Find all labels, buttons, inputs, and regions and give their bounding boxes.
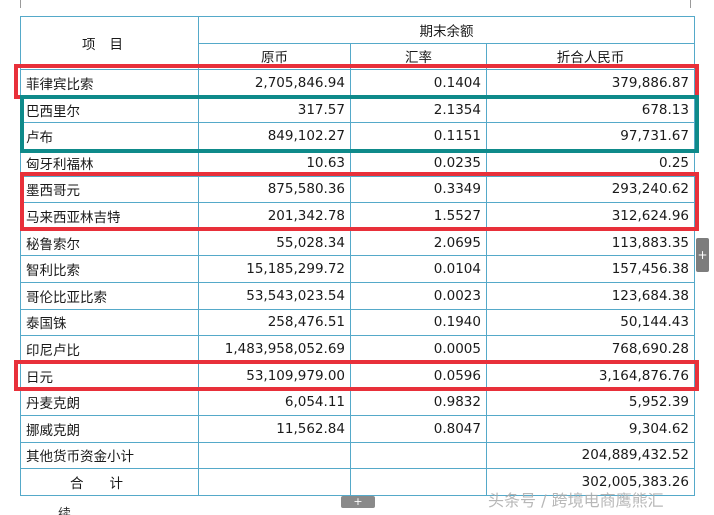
table-row: 巴西里尔 317.57 2.1354 678.13 bbox=[20, 95, 695, 124]
original-amount: 11,562.84 bbox=[198, 414, 351, 443]
header-original-currency: 原币 bbox=[198, 42, 351, 71]
header-period-end-balance: 期末余额 bbox=[198, 16, 695, 44]
rmb-amount: 0.25 bbox=[486, 148, 695, 177]
currency-name: 卢布 bbox=[20, 122, 199, 150]
rmb-amount: 3,164,876.76 bbox=[486, 361, 695, 390]
rmb-amount: 768,690.28 bbox=[486, 335, 695, 363]
currency-name: 墨西哥元 bbox=[20, 175, 199, 204]
currency-name: 泰国铢 bbox=[20, 308, 199, 337]
currency-name: 巴西里尔 bbox=[20, 95, 199, 124]
rmb-amount: 9,304.62 bbox=[486, 414, 695, 443]
header-exchange-rate: 汇率 bbox=[350, 42, 487, 71]
currency-name: 菲律宾比索 bbox=[20, 69, 199, 97]
exchange-rate: 0.0235 bbox=[350, 148, 487, 177]
original-amount: 258,476.51 bbox=[198, 308, 351, 337]
table-row: 泰国铢 258,476.51 0.1940 50,144.43 bbox=[20, 308, 695, 337]
total-rate-empty bbox=[350, 468, 487, 496]
side-expand-handle[interactable]: + bbox=[696, 238, 709, 272]
table-row: 马来西亚林吉特 201,342.78 1.5527 312,624.96 bbox=[20, 202, 695, 230]
original-amount: 201,342.78 bbox=[198, 202, 351, 230]
table-row: 秘鲁索尔 55,028.34 2.0695 113,883.35 bbox=[20, 228, 695, 257]
currency-name: 丹麦克朗 bbox=[20, 388, 199, 416]
exchange-rate: 0.0596 bbox=[350, 361, 487, 390]
rmb-amount: 204,889,432.52 bbox=[486, 441, 695, 470]
currency-name: 哥伦比亚比索 bbox=[20, 281, 199, 310]
rmb-amount: 312,624.96 bbox=[486, 202, 695, 230]
total-original-empty bbox=[198, 468, 351, 496]
currency-name: 秘鲁索尔 bbox=[20, 228, 199, 257]
rmb-amount: 379,886.87 bbox=[486, 69, 695, 97]
rmb-amount: 97,731.67 bbox=[486, 122, 695, 150]
original-amount: 317.57 bbox=[198, 95, 351, 124]
currency-name: 挪威克朗 bbox=[20, 414, 199, 443]
exchange-rate: 0.1404 bbox=[350, 69, 487, 97]
total-label: 合计 bbox=[20, 468, 199, 496]
currency-name: 马来西亚林吉特 bbox=[20, 202, 199, 230]
original-amount: 55,028.34 bbox=[198, 228, 351, 257]
table-row: 挪威克朗 11,562.84 0.8047 9,304.62 bbox=[20, 414, 695, 443]
original-amount: 53,543,023.54 bbox=[198, 281, 351, 310]
exchange-rate: 0.1940 bbox=[350, 308, 487, 337]
original-amount: 875,580.36 bbox=[198, 175, 351, 204]
original-amount: 849,102.27 bbox=[198, 122, 351, 150]
table-row: 日元 53,109,979.00 0.0596 3,164,876.76 bbox=[20, 361, 695, 390]
exchange-rate: 2.1354 bbox=[350, 95, 487, 124]
rmb-amount: 113,883.35 bbox=[486, 228, 695, 257]
watermark: 头条号 / 跨境电商鹰熊汇 bbox=[488, 491, 664, 510]
currency-name: 智利比索 bbox=[20, 255, 199, 283]
original-amount: 2,705,846.94 bbox=[198, 69, 351, 97]
table-row: 墨西哥元 875,580.36 0.3349 293,240.62 bbox=[20, 175, 695, 204]
exchange-rate: 0.9832 bbox=[350, 388, 487, 416]
original-amount bbox=[198, 441, 351, 470]
original-amount: 6,054.11 bbox=[198, 388, 351, 416]
rmb-amount: 5,952.39 bbox=[486, 388, 695, 416]
page-edge-left bbox=[20, 0, 21, 8]
table-row: 丹麦克朗 6,054.11 0.9832 5,952.39 bbox=[20, 388, 695, 416]
table-row: 哥伦比亚比索 53,543,023.54 0.0023 123,684.38 bbox=[20, 281, 695, 310]
currency-name: 印尼卢比 bbox=[20, 335, 199, 363]
exchange-rate bbox=[350, 441, 487, 470]
rmb-amount: 293,240.62 bbox=[486, 175, 695, 204]
header-rmb-equivalent: 折合人民币 bbox=[486, 42, 695, 71]
rmb-amount: 123,684.38 bbox=[486, 281, 695, 310]
header-row-group: 项目 期末余额 bbox=[20, 15, 695, 71]
continued-text-fragment: 续 bbox=[58, 507, 72, 515]
total-row: 合计 302,005,383.26 bbox=[20, 468, 695, 496]
table-row: 匈牙利福林 10.63 0.0235 0.25 bbox=[20, 148, 695, 177]
exchange-rate: 2.0695 bbox=[350, 228, 487, 257]
original-amount: 10.63 bbox=[198, 148, 351, 177]
exchange-rate: 0.3349 bbox=[350, 175, 487, 204]
bottom-expand-handle[interactable]: + bbox=[341, 496, 375, 508]
exchange-rate: 0.1151 bbox=[350, 122, 487, 150]
rmb-amount: 678.13 bbox=[486, 95, 695, 124]
rmb-amount: 157,456.38 bbox=[486, 255, 695, 283]
rmb-amount: 50,144.43 bbox=[486, 308, 695, 337]
header-item: 项目 bbox=[20, 15, 199, 71]
currency-name: 其他货币资金小计 bbox=[20, 441, 199, 470]
exchange-rate: 0.0005 bbox=[350, 335, 487, 363]
original-amount: 1,483,958,052.69 bbox=[198, 335, 351, 363]
exchange-rate: 0.8047 bbox=[350, 414, 487, 443]
exchange-rate: 0.0023 bbox=[350, 281, 487, 310]
table-row: 智利比索 15,185,299.72 0.0104 157,456.38 bbox=[20, 255, 695, 283]
foreign-currency-table: 项目 期末余额 原币 汇率 折合人民币 菲律宾比索 2,705,846.94 0.1… bbox=[20, 15, 695, 496]
currency-name: 匈牙利福林 bbox=[20, 148, 199, 177]
exchange-rate: 1.5527 bbox=[350, 202, 487, 230]
exchange-rate: 0.0104 bbox=[350, 255, 487, 283]
page-edge-right bbox=[690, 0, 691, 8]
original-amount: 15,185,299.72 bbox=[198, 255, 351, 283]
currency-name: 日元 bbox=[20, 361, 199, 390]
table-row: 菲律宾比索 2,705,846.94 0.1404 379,886.87 bbox=[20, 69, 695, 97]
original-amount: 53,109,979.00 bbox=[198, 361, 351, 390]
table-row: 卢布 849,102.27 0.1151 97,731.67 bbox=[20, 122, 695, 150]
table-row: 印尼卢比 1,483,958,052.69 0.0005 768,690.28 bbox=[20, 335, 695, 363]
total-rmb-amount: 302,005,383.26 bbox=[486, 468, 695, 496]
table-row: 其他货币资金小计 204,889,432.52 bbox=[20, 441, 695, 470]
